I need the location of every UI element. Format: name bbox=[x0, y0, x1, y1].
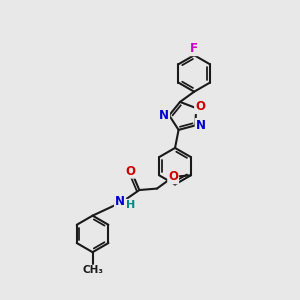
Text: CH₃: CH₃ bbox=[82, 266, 103, 275]
Text: O: O bbox=[125, 165, 136, 178]
Text: N: N bbox=[196, 119, 206, 132]
Text: O: O bbox=[195, 100, 205, 113]
Text: N: N bbox=[159, 109, 169, 122]
Text: H: H bbox=[126, 200, 135, 210]
Text: N: N bbox=[115, 195, 125, 208]
Text: F: F bbox=[190, 42, 198, 55]
Text: O: O bbox=[168, 170, 178, 183]
